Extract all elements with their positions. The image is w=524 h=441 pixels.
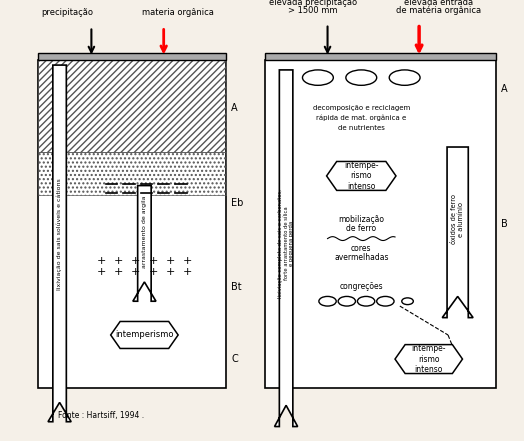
Text: de nutrientes: de nutrientes (338, 125, 385, 131)
Text: materia orgânica: materia orgânica (142, 8, 214, 17)
Text: +: + (148, 267, 158, 277)
Text: de ferro: de ferro (346, 224, 376, 233)
Text: lixiviação completa de sais e carbonatos,
forte arrastamento de sílica
e pequena: lixiviação completa de sais e carbonatos… (278, 189, 294, 298)
Text: óxidos de ferro
e alumínio: óxidos de ferro e alumínio (451, 194, 464, 244)
Text: B: B (501, 219, 508, 229)
Ellipse shape (389, 70, 420, 85)
Polygon shape (38, 52, 226, 60)
Text: de matéria orgânica: de matéria orgânica (396, 5, 481, 15)
Text: +: + (131, 256, 140, 266)
Text: +: + (183, 267, 192, 277)
Text: intempe-
rismo
intenso: intempe- rismo intenso (411, 344, 446, 374)
Text: A: A (231, 104, 238, 113)
Text: C: C (231, 354, 238, 364)
Text: +: + (183, 256, 192, 266)
Text: +: + (114, 256, 123, 266)
Text: +: + (114, 267, 123, 277)
Text: +: + (148, 256, 158, 266)
Text: elevada precipitação: elevada precipitação (269, 0, 357, 7)
Text: intempe-
rismo
intenso: intempe- rismo intenso (344, 161, 378, 191)
Text: decomposição e reciclagem: decomposição e reciclagem (313, 105, 410, 112)
Text: > 1500 mm: > 1500 mm (288, 6, 338, 15)
Text: precipitação: precipitação (41, 8, 93, 17)
Ellipse shape (338, 296, 355, 306)
Text: congreções: congreções (340, 282, 383, 291)
Text: +: + (96, 256, 106, 266)
Text: Bt: Bt (231, 282, 242, 292)
Ellipse shape (346, 70, 377, 85)
Text: lixiviação de sais solúveis e cátions: lixiviação de sais solúveis e cátions (57, 178, 62, 290)
Polygon shape (265, 60, 496, 388)
Polygon shape (265, 52, 496, 60)
Ellipse shape (357, 296, 375, 306)
Text: Fonte : Hartsiff, 1994 .: Fonte : Hartsiff, 1994 . (58, 411, 144, 420)
Text: intemperismo: intemperismo (115, 330, 173, 340)
Text: Eb: Eb (231, 198, 244, 208)
Polygon shape (326, 161, 396, 191)
Text: arrastamento de argila: arrastamento de argila (142, 196, 147, 268)
Text: A: A (501, 84, 508, 94)
Text: cores: cores (351, 244, 372, 253)
Text: avermelhadas: avermelhadas (334, 254, 388, 262)
Polygon shape (111, 321, 178, 348)
Text: rápida de mat. orgânica e: rápida de mat. orgânica e (316, 115, 407, 121)
Polygon shape (133, 186, 156, 301)
Text: +: + (166, 256, 175, 266)
Text: +: + (96, 267, 106, 277)
Polygon shape (275, 70, 298, 426)
Text: elevada entrada: elevada entrada (404, 0, 473, 7)
Ellipse shape (402, 298, 413, 305)
Text: +: + (131, 267, 140, 277)
Text: mobilização: mobilização (339, 215, 384, 224)
Ellipse shape (302, 70, 333, 85)
Ellipse shape (377, 296, 394, 306)
Polygon shape (442, 147, 473, 318)
Polygon shape (395, 344, 463, 374)
Ellipse shape (319, 296, 336, 306)
Polygon shape (48, 65, 71, 422)
Text: +: + (166, 267, 175, 277)
Polygon shape (38, 60, 226, 388)
